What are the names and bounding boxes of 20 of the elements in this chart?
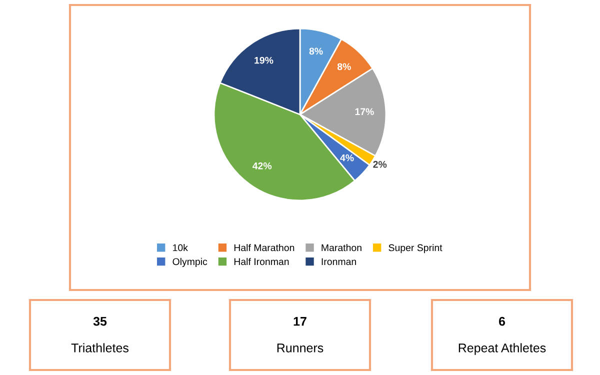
text: 17	[294, 317, 306, 326]
data-label: 4%	[340, 154, 354, 162]
legend-label: Super Sprint	[388, 244, 442, 254]
data-label: 17%	[355, 108, 374, 116]
legend-label: Ironman	[322, 258, 356, 266]
text: 6	[498, 316, 506, 326]
legend-label: Marathon	[322, 244, 362, 252]
data-label: 19%	[254, 56, 274, 64]
text: 35	[93, 316, 107, 326]
data-label: 8%	[309, 48, 323, 55]
legend-label: Half Ironman	[234, 258, 289, 266]
legend-label: Olympic	[172, 258, 208, 267]
data-label: 42%	[252, 162, 272, 170]
data-label: 2%	[373, 160, 387, 168]
text: Triathletes	[71, 343, 128, 352]
text: Runners	[277, 344, 324, 352]
legend-label: Half Marathon	[234, 244, 294, 252]
data-label: 8%	[337, 63, 351, 70]
text: Repeat Athletes	[458, 343, 546, 355]
legend-label: 10k	[173, 244, 188, 252]
